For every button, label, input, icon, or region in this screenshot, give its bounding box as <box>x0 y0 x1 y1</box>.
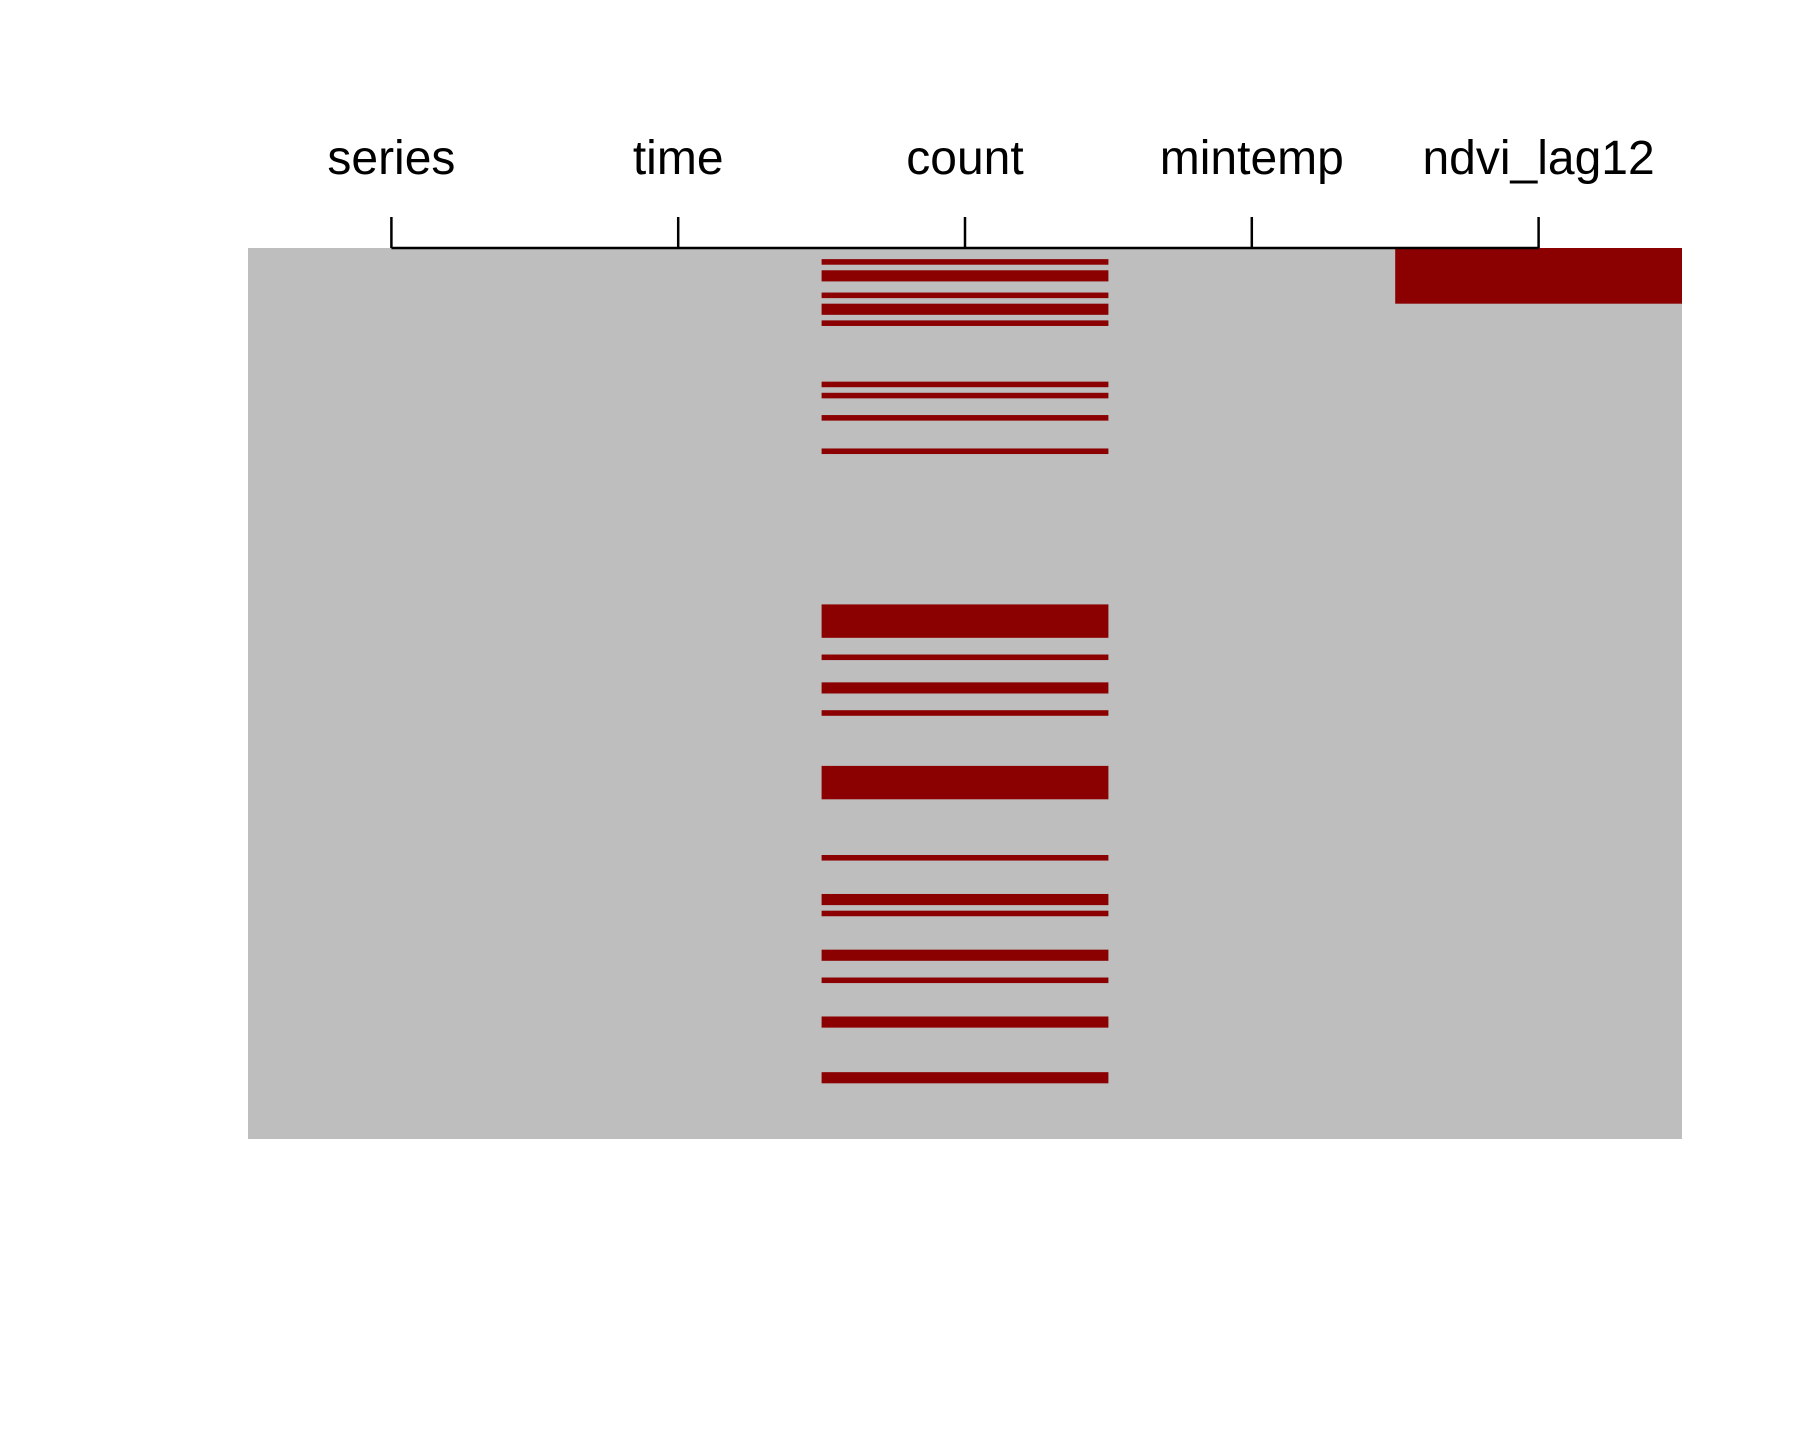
missing-cell-ndvi_lag12 <box>1395 248 1682 304</box>
missing-cell-count <box>821 765 1109 800</box>
missing-cell-count <box>821 303 1109 315</box>
tick-label-ndvi_lag12: ndvi_lag12 <box>1422 132 1654 185</box>
missing-cell-count <box>821 1072 1109 1084</box>
tick-label-series: series <box>327 132 455 185</box>
tick-label-mintemp: mintemp <box>1160 132 1344 185</box>
missing-cell-count <box>821 292 1109 299</box>
missing-cell-count <box>821 392 1109 399</box>
missing-cell-count <box>821 1016 1109 1028</box>
missing-cell-count <box>821 259 1109 265</box>
missing-cell-count <box>821 893 1109 906</box>
missing-cell-count <box>821 949 1109 961</box>
missing-cell-count <box>821 654 1109 661</box>
tick-label-count: count <box>906 132 1023 185</box>
top-axis: series time count mintemp ndvi_lag12 <box>327 132 1655 250</box>
tick-label-time: time <box>633 132 724 185</box>
missing-cell-count <box>821 448 1109 455</box>
missing-cell-count <box>821 320 1109 326</box>
missing-cell-count <box>821 604 1109 638</box>
missing-cell-count <box>821 270 1109 282</box>
missing-cell-count <box>821 415 1109 421</box>
missing-cell-count <box>821 854 1109 861</box>
missing-cell-count <box>821 910 1109 917</box>
plot-cells <box>248 248 1682 1139</box>
missing-cell-count <box>821 381 1109 388</box>
missing-cell-count <box>821 977 1109 984</box>
missing-cell-count <box>821 682 1109 694</box>
missing-cell-count <box>821 710 1109 716</box>
